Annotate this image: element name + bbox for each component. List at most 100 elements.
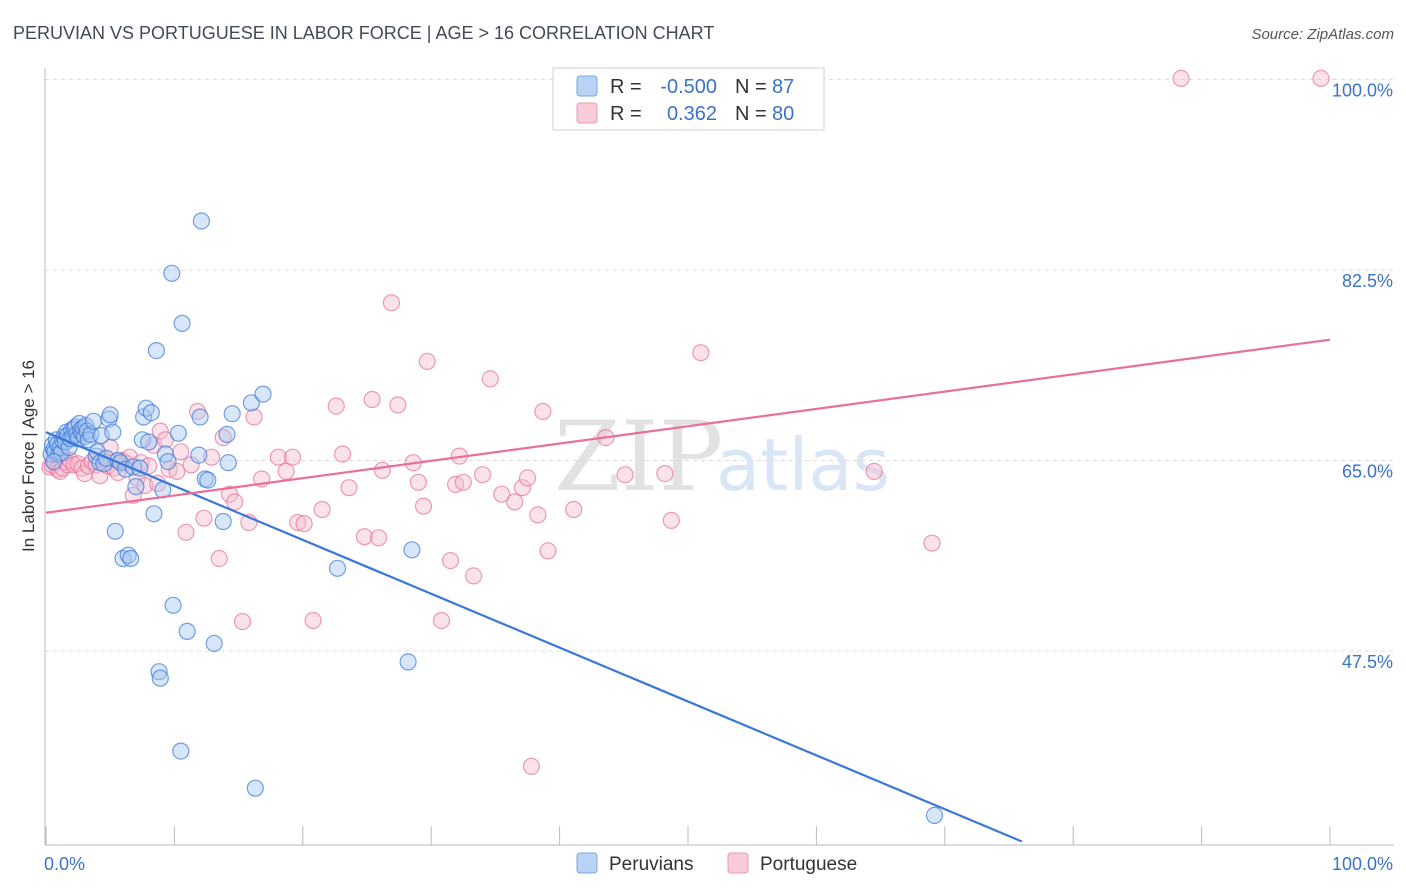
- legend-r-label-portuguese: R =: [610, 103, 642, 125]
- peruvians-point-62: [159, 453, 177, 471]
- peruvians-point-74: [205, 634, 223, 653]
- portuguese-point-92: [865, 462, 883, 480]
- portuguese-point-81: [518, 469, 537, 487]
- peruvians-point-63: [163, 264, 181, 282]
- peruvians-point-57: [147, 342, 165, 360]
- x-tick-label-100: 100.0%: [1332, 854, 1393, 874]
- portuguese-point-91: [692, 344, 710, 362]
- legend-n-label-portuguese: N =: [735, 103, 767, 125]
- portuguese-point-84: [534, 402, 552, 421]
- peruvians-point-64: [164, 596, 182, 614]
- series-legend: Peruvians Portuguese: [576, 852, 857, 875]
- portuguese-point-53: [289, 513, 307, 532]
- peruvians-point-56: [145, 505, 163, 523]
- peruvians-point-31: [84, 412, 103, 430]
- peruvians-point-80: [246, 779, 264, 797]
- grid: [45, 79, 1394, 652]
- bottom-legend-swatch-portuguese: [727, 852, 749, 874]
- peruvians-point-78: [223, 405, 241, 423]
- legend-n-label-peruvians: N =: [735, 76, 767, 98]
- peruvians-point-85: [925, 806, 944, 825]
- peruvians-point-79: [242, 394, 260, 412]
- watermark: ZIP atlas: [554, 401, 890, 513]
- portuguese-point-76: [474, 466, 492, 484]
- portuguese-point-32: [151, 422, 169, 440]
- portuguese-point-57: [327, 397, 345, 415]
- peruvians-point-65: [169, 424, 187, 442]
- legend-n-peruvians: 87: [772, 76, 794, 98]
- portuguese-point-56: [313, 500, 331, 519]
- x-ticks: [45, 826, 1331, 845]
- peruvians-point-47: [122, 549, 140, 568]
- portuguese-point-41: [203, 448, 221, 466]
- portuguese-point-80: [513, 479, 532, 497]
- peruvians-trend-line: [45, 431, 1023, 843]
- portuguese-point-68: [414, 497, 433, 515]
- correlation-legend: R = -0.500 N = 87 R = 0.362 N = 80: [552, 67, 825, 131]
- portuguese-point-71: [441, 551, 460, 570]
- portuguese-point-46: [233, 612, 252, 631]
- portuguese-point-86: [565, 500, 583, 519]
- portuguese-point-37: [177, 523, 195, 541]
- y-tick-label-1: 82.5%: [1342, 271, 1393, 291]
- peruvians-point-71: [192, 212, 210, 230]
- legend-r-label-peruvians: R =: [610, 76, 642, 98]
- portuguese-point-48: [245, 408, 263, 426]
- y-tick-label-2: 65.0%: [1342, 462, 1393, 482]
- x-tick-label-0: 0.0%: [44, 854, 85, 874]
- y-axis-label: In Labor Force | Age > 16: [19, 360, 38, 552]
- peruvians-point-68: [178, 622, 196, 641]
- peruvians-point-83: [399, 653, 417, 671]
- portuguese-point-78: [493, 485, 511, 503]
- portuguese-point-63: [373, 461, 391, 479]
- bottom-legend-label-portuguese: Portuguese: [760, 854, 857, 875]
- portuguese-point-64: [382, 294, 400, 312]
- portuguese-point-70: [432, 611, 451, 630]
- peruvians-point-51: [133, 431, 151, 449]
- peruvians-point-66: [172, 742, 190, 760]
- peruvians-point-59: [151, 669, 169, 687]
- peruvians-point-69: [190, 446, 208, 464]
- peruvians-point-73: [199, 471, 217, 489]
- portuguese-point-75: [465, 567, 483, 585]
- watermark-atlas: atlas: [716, 423, 890, 507]
- peruvians-point-39: [101, 406, 119, 424]
- peruvians-point-75: [214, 512, 232, 531]
- portuguese-point-28: [136, 476, 154, 495]
- series-peruvians-points: [42, 212, 944, 825]
- peruvians-point-40: [104, 423, 122, 441]
- portuguese-point-51: [277, 462, 295, 480]
- portuguese-point-88: [616, 466, 634, 484]
- portuguese-point-95: [1312, 69, 1330, 88]
- portuguese-point-85: [539, 542, 557, 560]
- portuguese-point-40: [195, 509, 213, 527]
- peruvians-point-58: [150, 663, 168, 681]
- portuguese-point-82: [522, 757, 541, 776]
- legend-r-portuguese: 0.362: [667, 103, 717, 125]
- y-tick-label-0: 100.0%: [1332, 81, 1393, 101]
- watermark-zip: ZIP: [554, 401, 723, 513]
- portuguese-point-50: [269, 448, 287, 466]
- peruvians-point-86: [45, 453, 63, 471]
- peruvians-point-41: [106, 522, 124, 540]
- peruvians-point-67: [173, 314, 191, 332]
- portuguese-point-62: [370, 529, 388, 547]
- portuguese-trend-line: [45, 338, 1331, 514]
- peruvians-point-76: [218, 425, 236, 443]
- portuguese-point-90: [662, 511, 680, 530]
- peruvians-point-82: [328, 559, 347, 577]
- legend-box: [552, 67, 825, 131]
- peruvians-point-77: [219, 454, 237, 472]
- bottom-legend-swatch-peruvians: [576, 852, 598, 874]
- legend-n-portuguese: 80: [772, 103, 794, 125]
- portuguese-point-61: [363, 390, 381, 409]
- y-tick-labels: 100.0% 82.5% 65.0% 47.5%: [1332, 81, 1393, 673]
- portuguese-point-93: [923, 534, 941, 552]
- portuguese-point-69: [418, 352, 436, 370]
- portuguese-point-67: [409, 473, 427, 491]
- portuguese-point-45: [226, 493, 244, 511]
- portuguese-point-79: [506, 493, 524, 511]
- portuguese-point-55: [304, 611, 322, 630]
- peruvians-point-81: [254, 385, 272, 403]
